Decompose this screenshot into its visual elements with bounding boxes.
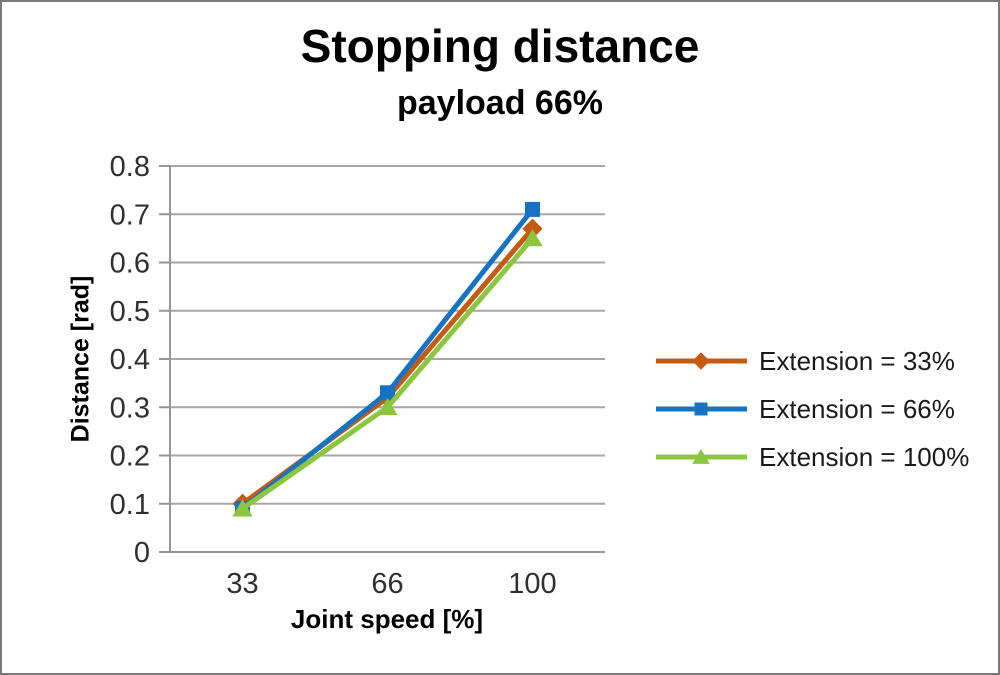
legend-sample-marker: [694, 402, 708, 416]
y-tick-label: 0.3: [110, 392, 150, 424]
y-tick-label: 0.7: [110, 199, 150, 231]
chart-title: Stopping distance: [300, 20, 700, 72]
x-tick-label: 100: [508, 568, 556, 600]
data-point-marker: [377, 397, 398, 416]
y-tick-label: 0.2: [110, 441, 150, 473]
legend: Extension = 33% Extension = 66% Extensio…: [654, 337, 969, 481]
data-point-marker: [522, 229, 543, 247]
y-tick-label: 0: [134, 537, 150, 569]
data-point-marker: [380, 385, 395, 401]
y-axis-title: Distance [rad]: [66, 275, 95, 443]
legend-entry-extension-66: Extension = 66%: [654, 385, 969, 433]
y-tick-label: 0.4: [110, 344, 150, 376]
x-tick-label: 33: [226, 568, 258, 600]
y-tick-label: 0.5: [110, 296, 150, 328]
legend-square-marker-icon: [656, 402, 747, 416]
legend-diamond-marker-icon: [656, 352, 747, 370]
legend-label: Extension = 100%: [759, 441, 970, 472]
data-point-marker: [522, 218, 543, 239]
legend-triangle-marker-icon: [656, 448, 747, 464]
x-axis-title: Joint speed [%]: [290, 604, 484, 634]
y-tick-label: 0.6: [110, 248, 150, 280]
legend-entry-extension-100: Extension = 100%: [654, 433, 969, 481]
x-tick-label: 66: [371, 568, 403, 600]
legend-label: Extension = 66%: [759, 393, 955, 424]
legend-entry-extension-33: Extension = 33%: [654, 337, 969, 385]
data-point-marker: [525, 201, 540, 217]
y-tick-label: 0.8: [110, 151, 150, 183]
chart-subtitle: payload 66%: [397, 84, 603, 122]
legend-sample-marker: [692, 448, 710, 464]
series-line: [241, 227, 535, 506]
legend-sample-marker: [692, 352, 710, 370]
data-point-marker: [232, 499, 253, 517]
legend-label: Extension = 33%: [759, 345, 955, 376]
y-tick-label: 0.1: [110, 489, 150, 521]
